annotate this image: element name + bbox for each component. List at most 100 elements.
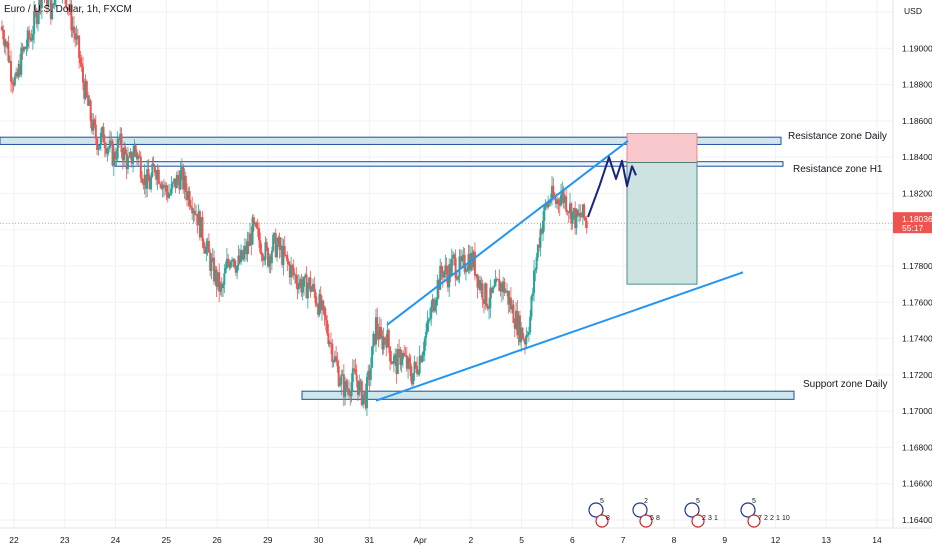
candle-body bbox=[520, 327, 523, 343]
event-icon[interactable] bbox=[747, 514, 761, 528]
candle-body bbox=[78, 35, 81, 58]
candle-body bbox=[206, 240, 209, 247]
time-tick-label: 7 bbox=[621, 535, 626, 545]
candle-body bbox=[76, 35, 79, 37]
candle-body bbox=[246, 241, 249, 255]
time-tick-label: 23 bbox=[60, 535, 70, 545]
event-icon[interactable] bbox=[639, 514, 653, 528]
event-icon[interactable] bbox=[740, 502, 756, 518]
support-zone-daily[interactable] bbox=[301, 390, 795, 400]
candle-body bbox=[461, 256, 464, 262]
candle-body bbox=[459, 256, 462, 262]
candle-body bbox=[1, 26, 3, 30]
candle-body bbox=[247, 241, 250, 246]
price-tick-label: 1.17200 bbox=[902, 370, 932, 380]
candle-body bbox=[448, 264, 451, 288]
candle-body bbox=[332, 361, 335, 363]
candle-body bbox=[323, 306, 326, 317]
candle-body bbox=[405, 355, 408, 369]
last-price-text: 1.18036 bbox=[902, 214, 932, 224]
candle-body bbox=[36, 13, 39, 25]
candle-body bbox=[180, 167, 183, 171]
candle-body bbox=[89, 100, 92, 121]
candle-body bbox=[517, 315, 520, 336]
candle-body bbox=[331, 343, 334, 362]
candle-body bbox=[313, 284, 316, 293]
drawings bbox=[0, 140, 893, 402]
candle-body bbox=[112, 151, 115, 166]
candle-body bbox=[210, 259, 213, 271]
candle-body bbox=[192, 210, 195, 214]
candle-body bbox=[106, 148, 109, 154]
time-tick-label: 13 bbox=[822, 535, 832, 545]
candle-body bbox=[344, 381, 347, 397]
candle-body bbox=[231, 259, 234, 262]
candle-body bbox=[380, 327, 383, 337]
candle-body bbox=[566, 211, 569, 213]
take-profit-area[interactable] bbox=[626, 162, 698, 285]
candle-body bbox=[94, 124, 97, 139]
candle-body bbox=[368, 370, 371, 380]
candle-body bbox=[581, 204, 584, 217]
event-icon[interactable] bbox=[632, 502, 648, 518]
event-count: 1 bbox=[714, 515, 718, 522]
candle-body bbox=[177, 175, 180, 179]
candle-body bbox=[97, 148, 100, 150]
lower-trend-line[interactable] bbox=[375, 271, 744, 402]
upper-trend-line[interactable] bbox=[386, 140, 629, 326]
candle-body bbox=[245, 245, 248, 255]
candle-body bbox=[457, 276, 460, 280]
price-axis[interactable]: USD 1.19000 1.18800 1.18600 1.18400 1.18200 1.… bbox=[892, 0, 932, 550]
support-zone-daily-label: Support zone Daily bbox=[803, 379, 888, 390]
event-icon[interactable] bbox=[684, 502, 700, 518]
candle-body bbox=[369, 367, 372, 380]
candle-body bbox=[283, 245, 286, 255]
candle-body bbox=[319, 294, 322, 311]
candle-body bbox=[391, 363, 394, 365]
candle-body bbox=[165, 185, 168, 192]
candle-body bbox=[304, 274, 307, 277]
candle-body bbox=[543, 206, 546, 221]
candle-body bbox=[556, 199, 559, 205]
candle-body bbox=[26, 30, 29, 47]
candle-body bbox=[117, 138, 120, 141]
resistance-zone-daily[interactable] bbox=[0, 136, 782, 145]
resistance-zone-h1[interactable] bbox=[114, 161, 784, 167]
candle-body bbox=[12, 83, 15, 86]
candle-body bbox=[525, 335, 528, 345]
candle-body bbox=[159, 183, 162, 185]
symbol-title: Euro / U.S. Dollar, 1h, FXCM bbox=[4, 4, 132, 15]
candle-body bbox=[479, 280, 482, 291]
candle-body bbox=[551, 185, 554, 200]
candle-body bbox=[306, 285, 309, 299]
event-icon[interactable] bbox=[595, 514, 609, 528]
time-axis[interactable]: 22 23 24 25 26 29 30 31 Apr 2 5 6 7 8 9 12 13 14 bbox=[0, 527, 932, 545]
candle-body bbox=[513, 322, 516, 329]
candle-body bbox=[30, 37, 33, 41]
candle-body bbox=[494, 279, 497, 287]
candle-body bbox=[490, 287, 493, 293]
candle-body bbox=[545, 204, 548, 208]
candle-body bbox=[111, 141, 114, 166]
candle-body bbox=[485, 283, 488, 306]
candle-body bbox=[25, 46, 28, 50]
candle-body bbox=[338, 384, 341, 386]
candle-body bbox=[75, 35, 78, 40]
candle-body bbox=[35, 11, 38, 25]
projected-path[interactable] bbox=[587, 156, 637, 218]
event-icon[interactable] bbox=[691, 514, 705, 528]
stop-loss-area[interactable] bbox=[626, 133, 698, 163]
candle-body bbox=[584, 217, 587, 221]
candle-body bbox=[373, 333, 376, 345]
candle-body bbox=[17, 64, 20, 77]
candle-body bbox=[558, 203, 561, 206]
candle-body bbox=[120, 133, 123, 153]
event-count: 5 bbox=[696, 498, 700, 505]
time-tick-label: 6 bbox=[570, 535, 575, 545]
event-icon[interactable] bbox=[588, 502, 604, 518]
candle-body bbox=[187, 191, 190, 200]
candle-body bbox=[498, 279, 501, 292]
candle-body bbox=[220, 283, 223, 289]
